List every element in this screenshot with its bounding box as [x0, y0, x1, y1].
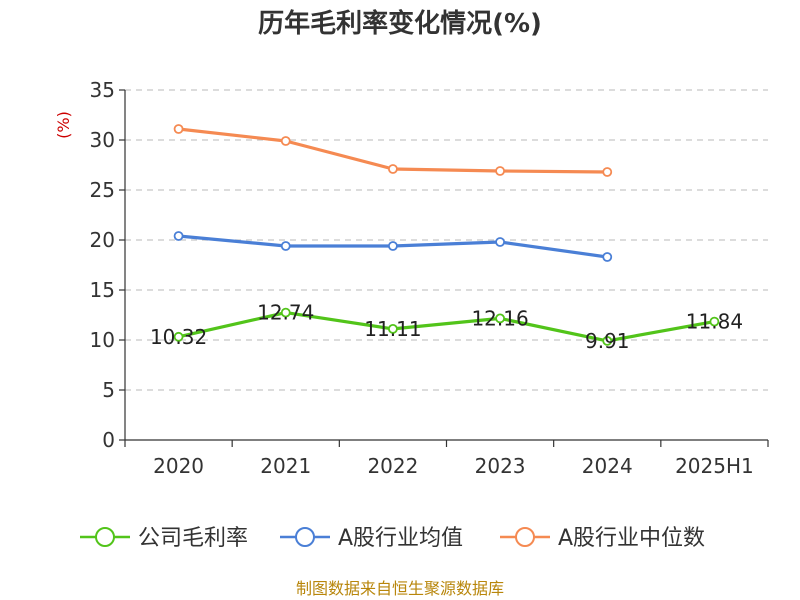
- data-label-0-0: 10.32: [150, 325, 207, 349]
- y-tick-label-15: 15: [90, 278, 115, 302]
- legend-marker-0: [95, 527, 115, 547]
- axes: 0 5 10 15 20 25 30 35 2020 2021 2022 2023 2024 2025H1: [90, 78, 769, 478]
- x-tick-label-2025H1: 2025H1: [675, 454, 754, 478]
- chart-title: 历年毛利率变化情况(%): [258, 8, 542, 39]
- point-1-1: [280, 241, 291, 251]
- point-0-2: [388, 323, 398, 334]
- point-2-1: [280, 136, 291, 146]
- y-tick-label-35: 35: [90, 78, 115, 102]
- x-tick-label-2023: 2023: [475, 454, 526, 478]
- data-label-0-4: 9.91: [585, 329, 630, 353]
- point-0-4: [602, 335, 613, 346]
- y-tick-label-0: 0: [102, 428, 115, 452]
- legend-marker-2: [515, 527, 535, 547]
- series: [173, 124, 720, 346]
- legend-label-2: A股行业中位数: [558, 526, 705, 551]
- legend-item-0: 公司毛利率: [80, 526, 248, 551]
- series-0: [173, 307, 720, 346]
- point-0-1: [280, 307, 291, 318]
- point-1-4: [602, 252, 613, 262]
- data-label-0-3: 12.16: [471, 306, 528, 330]
- y-tick-label-30: 30: [90, 128, 115, 152]
- grid: [125, 89, 768, 391]
- x-tick-label-2024: 2024: [582, 454, 633, 478]
- series-2: [173, 124, 613, 177]
- point-1-0: [173, 231, 184, 241]
- point-0-0: [173, 331, 184, 342]
- point-2-0: [173, 124, 184, 134]
- legend-label-0: 公司毛利率: [138, 526, 248, 551]
- point-1-2: [388, 241, 398, 251]
- source-note: 制图数据来自恒生聚源数据库: [296, 579, 504, 598]
- point-1-3: [495, 237, 505, 247]
- x-tick-label-2022: 2022: [367, 454, 418, 478]
- data-label-0-2: 11.11: [364, 317, 421, 341]
- legend-marker-1: [295, 527, 315, 547]
- data-labels: 10.32 12.74 11.11 12.16 9.91 11.84: [150, 301, 743, 353]
- point-2-2: [388, 164, 398, 174]
- x-tick-label-2020: 2020: [153, 454, 204, 478]
- data-label-0-1: 12.74: [257, 301, 314, 325]
- series-line-0: [178, 311, 715, 343]
- legend-item-1: A股行业均值: [280, 526, 463, 551]
- legend-item-2: A股行业中位数: [500, 526, 705, 551]
- y-tick-label-5: 5: [102, 378, 115, 402]
- y-tick-label-25: 25: [90, 178, 115, 202]
- x-tick-label-2021: 2021: [260, 454, 311, 478]
- data-label-0-5: 11.84: [686, 310, 743, 334]
- y-tick-label-20: 20: [90, 228, 115, 252]
- point-0-3: [495, 313, 505, 324]
- legend: 公司毛利率 A股行业均值 A股行业中位数: [80, 526, 705, 551]
- legend-label-1: A股行业均值: [338, 526, 463, 551]
- point-2-3: [495, 166, 505, 176]
- y-axis-label: (%): [54, 111, 73, 139]
- point-0-5: [709, 316, 720, 327]
- point-2-4: [602, 167, 613, 177]
- y-tick-label-10: 10: [90, 328, 115, 352]
- series-1: [173, 231, 613, 262]
